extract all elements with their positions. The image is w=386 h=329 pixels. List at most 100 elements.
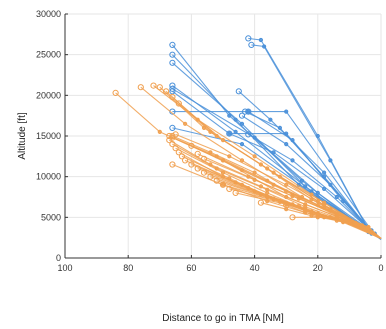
data-point-orange [366,225,371,230]
data-point-blue [227,113,232,118]
data-point-orange [226,185,233,192]
y-axis-label: Altitude [ft] [17,112,28,159]
data-point-orange [163,88,170,95]
data-point-orange [232,189,239,196]
data-point-orange [183,121,188,126]
data-point-blue [169,82,176,89]
y-tick-label: 0 [56,253,61,263]
data-point-orange [169,93,176,101]
x-tick-label: 20 [313,263,323,273]
data-point-orange [169,132,176,140]
data-point-orange [137,84,144,91]
data-point-orange [334,213,339,218]
data-point-blue [271,150,276,155]
data-point-orange [284,182,289,187]
data-point-blue [334,194,339,200]
data-point-blue [238,112,246,119]
axes: 100 80 60 40 20 0 0 5000 10000 15000 20000 25000 300… [36,9,384,273]
y-tick-label: 15000 [36,131,61,141]
x-axis-label: Distance to go in TMA [NM] [162,313,284,324]
data-point-orange [156,84,163,91]
y-tick-label: 5000 [41,212,61,222]
data-point-orange [252,177,257,182]
data-point-blue [262,44,267,49]
data-point-orange [220,170,226,175]
data-point-orange [194,150,201,157]
data-point-blue [328,158,333,163]
data-point-orange [166,137,173,144]
x-tick-label: 100 [57,263,72,273]
series-line-orange-43 [172,163,382,240]
x-tick-label: 0 [378,263,383,273]
data-point-orange [182,157,189,164]
y-tick-label: 10000 [36,172,61,182]
x-tick-label: 80 [123,263,133,273]
data-point-orange [341,219,346,224]
data-point-blue [258,37,263,43]
data-point-orange [239,168,245,173]
data-point-blue [245,108,252,115]
data-point-blue [169,51,176,58]
data-point-blue [290,158,295,163]
data-point-blue [268,117,273,122]
data-point-blue [169,124,176,132]
data-point-blue [235,88,242,95]
data-point-orange [315,211,320,216]
data-point-orange [157,129,162,134]
data-point-blue [239,121,245,126]
data-point-blue [315,190,320,195]
data-point-orange [303,210,308,215]
data-point-orange [353,220,358,226]
data-point-blue [284,142,289,147]
data-point-orange [175,149,182,156]
data-point-blue [322,170,327,175]
data-point-orange [220,138,226,143]
data-point-orange [277,174,282,179]
data-point-orange [188,161,195,168]
x-tick-label: 40 [250,263,260,273]
data-point-orange [194,165,201,172]
data-point-orange [200,169,208,176]
data-point-orange [172,145,179,152]
data-point-orange [239,158,245,163]
data-point-orange [178,153,185,160]
data-point-orange [166,132,173,140]
data-point-orange [290,192,295,197]
y-tick-label: 20000 [36,90,61,100]
data-point-orange [200,155,208,162]
data-point-orange [112,89,119,97]
data-point-orange [169,161,176,168]
data-point-orange [283,202,290,209]
data-point-orange [175,100,182,107]
data-point-orange [227,154,232,159]
y-tick-label: 30000 [36,9,61,19]
series-layer [112,35,382,240]
data-point-blue [322,186,327,191]
data-point-orange [219,181,227,188]
data-point-orange [265,199,270,204]
data-point-blue [226,130,233,137]
data-point-orange [289,214,296,221]
data-point-blue [245,131,252,138]
data-point-orange [169,141,176,148]
data-point-orange [208,150,213,155]
data-point-blue [242,108,249,115]
y-tick-label: 25000 [36,50,61,60]
data-point-orange [220,182,226,187]
x-tick-label: 60 [186,263,196,273]
data-point-blue [290,138,295,143]
data-point-blue [284,109,289,114]
series-line-orange-40 [191,145,382,239]
data-point-blue [245,35,252,42]
data-point-orange [150,82,157,89]
data-point-orange [252,154,257,159]
data-point-orange [315,215,320,220]
data-point-blue [233,129,238,134]
data-point-orange [252,170,257,175]
series-line-orange-47 [172,135,382,239]
data-point-orange [257,199,264,206]
data-point-blue [239,142,245,147]
data-point-blue [248,41,255,49]
data-point-blue [169,59,176,66]
